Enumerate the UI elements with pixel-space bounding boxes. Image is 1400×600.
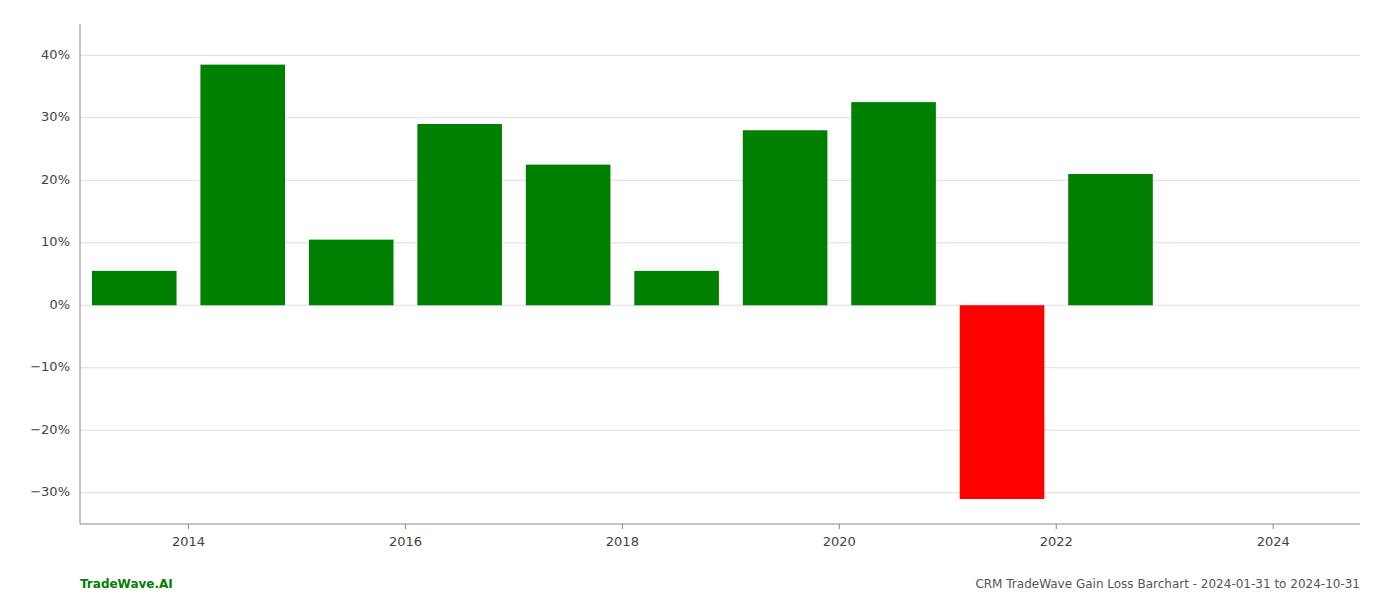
bar xyxy=(1068,174,1153,305)
x-axis-line xyxy=(80,524,1360,525)
y-axis-line xyxy=(80,24,81,524)
x-tick-label: 2016 xyxy=(389,534,422,549)
y-tick-label: −30% xyxy=(30,484,70,499)
y-tick-label: −10% xyxy=(30,359,70,374)
y-tick-labels: −30% −20% −10% 0% 10% 20% 30% 40% xyxy=(30,47,70,500)
x-tick-label: 2020 xyxy=(823,534,856,549)
x-tick xyxy=(622,524,623,529)
x-tick xyxy=(839,524,840,529)
y-tick-label: 20% xyxy=(41,172,70,187)
x-tick xyxy=(1273,524,1274,529)
bar xyxy=(743,130,828,305)
y-tick-label: −20% xyxy=(30,422,70,437)
y-tick-label: 30% xyxy=(41,109,70,124)
bar xyxy=(526,165,611,306)
x-tick-label: 2022 xyxy=(1040,534,1073,549)
x-tick xyxy=(188,524,189,529)
bar xyxy=(417,124,502,305)
footer-text: TradeWave.AI xyxy=(80,577,173,591)
y-tick-label: 10% xyxy=(41,234,70,249)
x-tick-label: 2014 xyxy=(172,534,205,549)
y-tick-label: 0% xyxy=(49,297,70,312)
grid-line xyxy=(80,430,1360,431)
bar xyxy=(92,271,177,305)
bar xyxy=(851,102,936,305)
bar xyxy=(960,305,1045,499)
bar xyxy=(200,65,285,306)
y-tick-label: 40% xyxy=(41,47,70,62)
bar xyxy=(309,240,394,306)
chart: −30%−20%−10%0%10%20%30%40%20142016201820… xyxy=(0,0,1400,600)
grid-line xyxy=(80,492,1360,493)
footer-text: CRM TradeWave Gain Loss Barchart - 2024-… xyxy=(975,577,1360,591)
x-tick-label: 2024 xyxy=(1257,534,1290,549)
x-tick-label: 2018 xyxy=(606,534,639,549)
x-tick xyxy=(1056,524,1057,529)
grid-line xyxy=(80,367,1360,368)
x-tick xyxy=(405,524,406,529)
y-grid xyxy=(80,55,1360,493)
bars xyxy=(92,65,1153,499)
grid-line xyxy=(80,55,1360,56)
x-ticks: 2014 2016 2018 2020 2022 2024 xyxy=(172,524,1290,549)
bar xyxy=(634,271,719,305)
